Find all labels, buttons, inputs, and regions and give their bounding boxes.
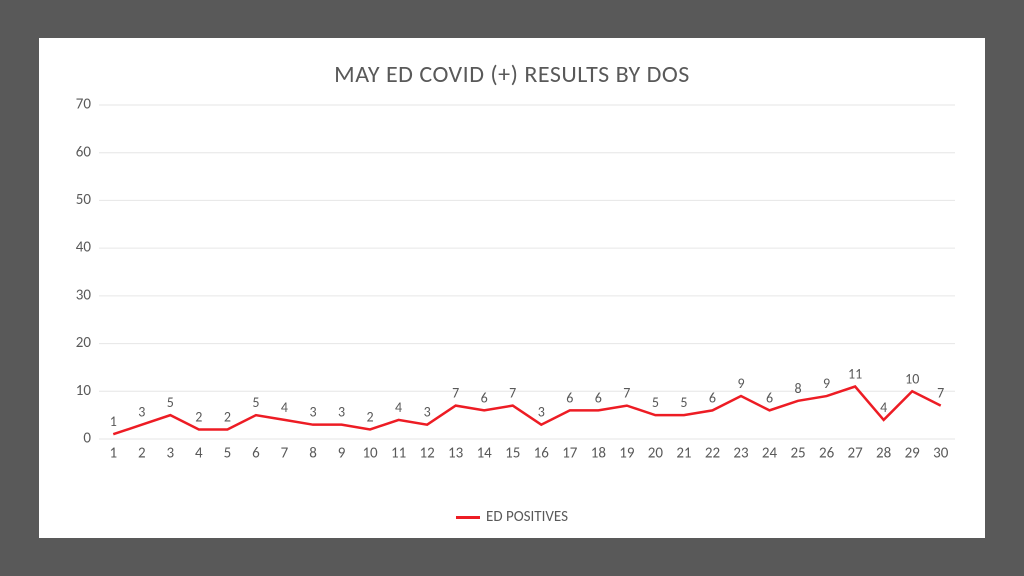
- y-axis-label: 20: [76, 334, 92, 352]
- data-label: 1: [110, 413, 117, 430]
- x-axis-label: 24: [762, 444, 778, 462]
- x-axis-label: 9: [338, 444, 346, 462]
- plot-area: 0102030405060701234567891011121314151617…: [59, 97, 965, 502]
- data-label: 9: [823, 375, 830, 392]
- x-axis-label: 10: [362, 444, 378, 462]
- legend-label: ED POSITIVES: [486, 508, 568, 526]
- x-axis-label: 20: [648, 444, 664, 462]
- x-axis-label: 7: [281, 444, 289, 462]
- y-axis-label: 50: [76, 191, 92, 209]
- series-line: [113, 387, 940, 435]
- x-axis-label: 30: [933, 444, 949, 462]
- x-axis-label: 4: [195, 444, 203, 462]
- data-label: 6: [709, 389, 716, 406]
- x-axis-label: 14: [477, 444, 493, 462]
- x-axis-label: 28: [876, 444, 891, 462]
- x-axis-label: 1: [109, 444, 117, 462]
- data-label: 3: [424, 404, 431, 421]
- data-label: 6: [766, 389, 773, 406]
- x-axis-label: 26: [819, 444, 835, 462]
- y-axis-label: 10: [76, 382, 92, 400]
- chart-legend: ED POSITIVES: [59, 502, 965, 526]
- chart-container: MAY ED COVID (+) RESULTS BY DOS 0 10 20 30 4…: [39, 38, 985, 538]
- data-label: 6: [566, 389, 573, 406]
- data-label: 4: [395, 399, 402, 416]
- chart-title: MAY ED COVID (+) RESULTS BY DOS: [59, 60, 965, 89]
- y-axis-label: 60: [76, 143, 92, 161]
- x-axis-label: 12: [420, 444, 435, 462]
- data-label: 8: [795, 380, 802, 397]
- x-axis-label: 8: [309, 444, 317, 462]
- data-label: 5: [680, 394, 687, 411]
- y-axis-label: 40: [76, 239, 92, 257]
- legend-swatch: [456, 516, 480, 519]
- data-label: 3: [138, 404, 145, 421]
- data-label: 4: [281, 399, 288, 416]
- x-axis-label: 18: [591, 444, 606, 462]
- data-label: 2: [367, 408, 374, 425]
- data-label: 3: [538, 404, 545, 421]
- line-chart-svg: 0102030405060701234567891011121314151617…: [59, 97, 965, 467]
- x-axis-label: 11: [391, 444, 406, 462]
- x-axis-label: 29: [905, 444, 921, 462]
- x-axis-label: 15: [505, 444, 520, 462]
- x-axis-label: 23: [733, 444, 749, 462]
- x-axis-label: 2: [138, 444, 146, 462]
- x-axis-label: 22: [705, 444, 720, 462]
- x-axis-label: 5: [224, 444, 232, 462]
- data-label: 5: [252, 394, 259, 411]
- data-label: 3: [338, 404, 345, 421]
- x-axis-label: 25: [790, 444, 805, 462]
- data-label: 7: [937, 385, 944, 402]
- data-label: 11: [848, 366, 862, 383]
- data-label: 9: [737, 375, 744, 392]
- x-axis-label: 6: [252, 444, 260, 462]
- slide-background: MAY ED COVID (+) RESULTS BY DOS 0 10 20 30 4…: [0, 0, 1024, 576]
- data-label: 4: [880, 399, 887, 416]
- x-axis-label: 27: [848, 444, 864, 462]
- data-label: 6: [595, 389, 602, 406]
- data-label: 10: [905, 370, 919, 387]
- y-axis-label: 70: [76, 97, 92, 114]
- x-axis-label: 3: [167, 444, 175, 462]
- x-axis-label: 19: [619, 444, 635, 462]
- data-label: 5: [652, 394, 659, 411]
- data-label: 3: [309, 404, 316, 421]
- x-axis-label: 13: [448, 444, 464, 462]
- x-axis-label: 17: [562, 444, 578, 462]
- data-label: 6: [481, 389, 488, 406]
- y-axis-label: 30: [76, 286, 92, 304]
- y-axis-label: 0: [83, 430, 91, 448]
- data-label: 7: [509, 385, 516, 402]
- x-axis-label: 16: [534, 444, 550, 462]
- data-label: 5: [167, 394, 174, 411]
- x-axis-label: 21: [676, 444, 691, 462]
- data-label: 7: [452, 385, 459, 402]
- data-label: 2: [195, 408, 202, 425]
- data-label: 2: [224, 408, 231, 425]
- data-label: 7: [623, 385, 630, 402]
